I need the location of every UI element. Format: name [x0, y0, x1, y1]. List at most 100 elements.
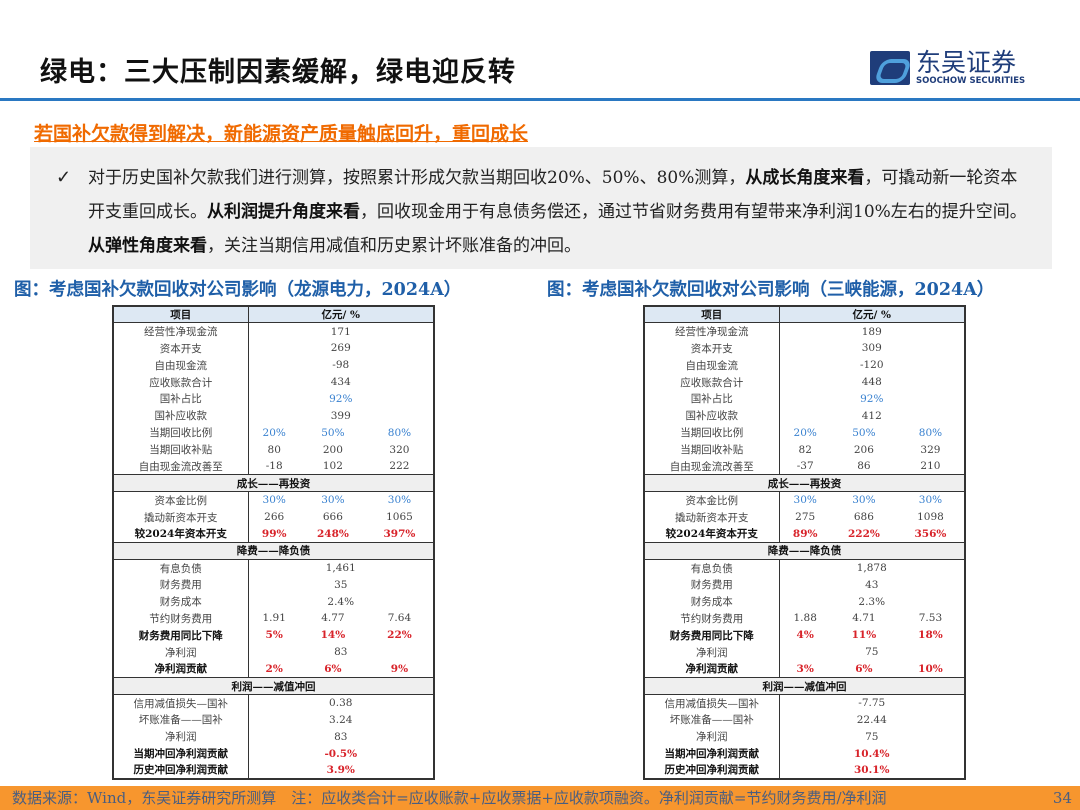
table-row: 经营性净现金流 189	[643, 322, 965, 340]
row-value: 2.4%	[327, 595, 355, 608]
row-label: 较2024年资本开支	[643, 525, 780, 543]
row-value: 0.38	[329, 697, 353, 710]
row-label: 当期回收补贴	[112, 441, 249, 459]
row-value: 329	[920, 443, 941, 456]
row-value: 206	[853, 443, 874, 456]
row-label: 应收账款合计	[643, 373, 780, 391]
table-row: 自由现金流 -120	[643, 356, 965, 374]
table-row: 财务费用 35	[112, 576, 434, 594]
row-label: 经营性净现金流	[112, 322, 249, 340]
row-label: 国补应收款	[643, 407, 780, 425]
row-label: 自由现金流	[112, 356, 249, 374]
row-label: 自由现金流	[643, 356, 780, 374]
row-value: 412	[861, 409, 882, 422]
right-table-caption: 图：考虑国补欠款回收对公司影响（三峡能源，2024A）	[547, 280, 995, 300]
row-value: 86	[857, 460, 871, 473]
row-value: 20%	[262, 426, 286, 439]
row-value: 6%	[324, 662, 342, 675]
row-value: 14%	[320, 629, 346, 642]
table-row: 节约财务费用 1.88 4.71 7.53	[643, 610, 965, 627]
row-label: 当期回收比例	[112, 424, 249, 442]
company-logo: 东吴证券 SOOCHOW SECURITIES	[870, 50, 1025, 86]
table-row: 自由现金流改善至 -37 86 210	[643, 458, 965, 475]
row-value: 83	[334, 730, 348, 743]
logo-icon	[870, 51, 910, 85]
row-value: -120	[859, 359, 884, 372]
table-row: 撬动新资本开支 266 666 1065	[112, 508, 434, 526]
row-value: 11%	[851, 629, 877, 642]
row-label: 历史冲回净利润贡献	[112, 762, 249, 779]
row-label: 当期冲回净利润贡献	[643, 745, 780, 763]
table-row: 净利润 83	[112, 643, 434, 661]
row-label: 资本开支	[112, 339, 249, 357]
row-label: 有息负债	[112, 559, 249, 577]
row-value: 189	[861, 325, 882, 338]
table-row: 有息负债 1,878	[643, 559, 965, 577]
row-value: 9%	[390, 662, 409, 675]
row-value: 4%	[796, 629, 814, 642]
table-row: 当期回收比例 20% 50% 80%	[643, 424, 965, 442]
row-value: 356%	[914, 527, 947, 540]
section-title: 成长——再投资	[112, 474, 435, 493]
logo-en: SOOCHOW SECURITIES	[916, 76, 1026, 86]
row-value: 1,461	[325, 562, 356, 575]
section-row: 成长——再投资	[112, 474, 435, 493]
table-row: 净利润贡献 3% 6% 10%	[643, 660, 965, 678]
row-label: 国补占比	[112, 390, 249, 408]
row-value: 1065	[386, 511, 413, 524]
row-value: -7.75	[858, 697, 886, 710]
table-header: 项目 亿元/ %	[643, 305, 966, 324]
row-value: 83	[334, 646, 348, 659]
row-value: 4.77	[321, 612, 345, 625]
row-value: 266	[264, 511, 285, 524]
row-label: 净利润	[643, 728, 780, 746]
row-label: 财务成本	[643, 593, 780, 611]
row-value: 30%	[793, 494, 817, 507]
row-label: 财务费用同比下降	[112, 626, 249, 644]
row-label: 较2024年资本开支	[112, 525, 249, 543]
row-value: 222%	[847, 527, 880, 540]
table-row: 当期回收比例 20% 50% 80%	[112, 424, 434, 442]
table-row: 坏账准备——国补 3.24	[112, 711, 434, 729]
row-value: -0.5%	[324, 747, 358, 760]
sanxia-table: 项目 亿元/ % 经营性净现金流 189 资本开支 309 自由现金流 -120 应收账款合计 4…	[643, 305, 966, 780]
logo-cn: 东吴证券	[916, 48, 1017, 77]
row-label: 当期冲回净利润贡献	[112, 745, 249, 763]
row-value: 82	[798, 443, 812, 456]
row-value: 80%	[918, 426, 943, 439]
row-label: 坏账准备——国补	[112, 711, 249, 729]
row-label: 资本开支	[643, 339, 780, 357]
row-value: 200	[322, 443, 343, 456]
table-row: 国补应收款 399	[112, 407, 434, 425]
header-divider	[0, 98, 1080, 101]
row-value: -98	[332, 359, 350, 372]
table-row: 应收账款合计 434	[112, 373, 434, 391]
row-value: 5%	[265, 629, 283, 642]
row-value: 248%	[316, 527, 349, 540]
row-label: 当期回收补贴	[643, 441, 780, 459]
row-value: 99%	[261, 527, 287, 540]
table-row: 有息负债 1,461	[112, 559, 434, 577]
row-label: 自由现金流改善至	[112, 458, 249, 475]
header-item: 项目	[112, 305, 249, 324]
summary-segment: ，关注当期信用减值和历史累计坏账准备的冲回。	[207, 236, 581, 256]
table-row: 净利润 75	[643, 728, 965, 746]
row-value: 10%	[918, 662, 943, 675]
summary-highlight: 从弹性角度来看	[88, 236, 207, 256]
row-label: 净利润	[112, 728, 249, 746]
row-label: 自由现金流改善至	[643, 458, 780, 475]
row-label: 净利润贡献	[643, 660, 780, 678]
table-row: 应收账款合计 448	[643, 373, 965, 391]
left-table-caption: 图：考虑国补欠款回收对公司影响（龙源电力，2024A）	[14, 280, 462, 300]
row-value: 3.9%	[326, 763, 355, 776]
row-label: 节约财务费用	[643, 610, 780, 627]
row-value: 1.91	[262, 612, 286, 625]
row-value: 686	[853, 511, 874, 524]
check-icon: ✓	[56, 167, 72, 188]
row-label: 财务费用同比下降	[643, 626, 780, 644]
row-value: 50%	[321, 426, 345, 439]
row-label: 应收账款合计	[112, 373, 249, 391]
row-value: 89%	[792, 527, 818, 540]
row-value: 320	[389, 443, 410, 456]
row-value: 30%	[918, 494, 943, 507]
